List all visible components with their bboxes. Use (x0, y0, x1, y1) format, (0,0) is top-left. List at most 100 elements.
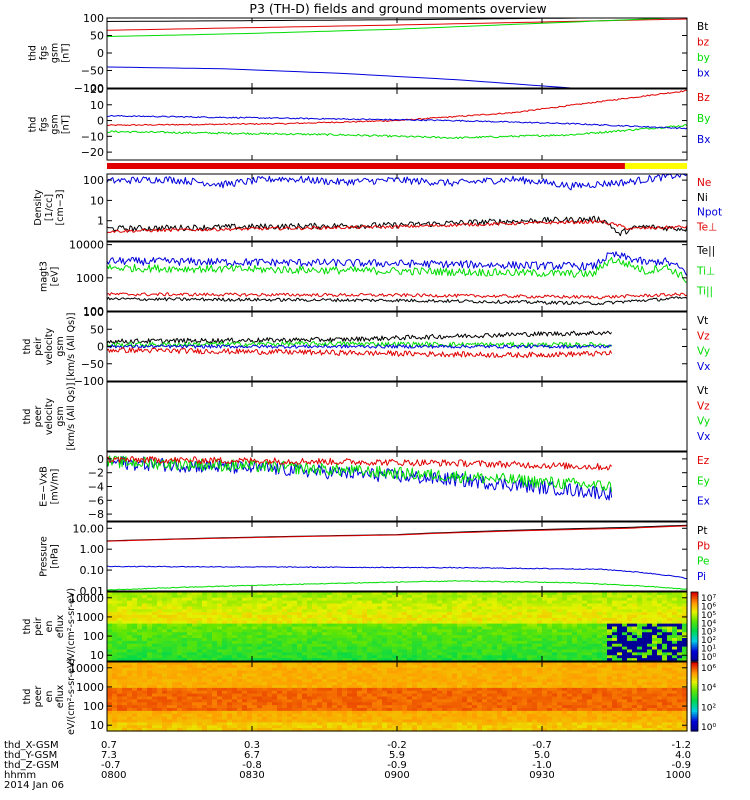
spectrogram-cell (362, 606, 368, 610)
spectrogram-cell (197, 725, 203, 729)
spectrogram-cell (112, 629, 118, 633)
spectrogram-cell (277, 679, 283, 683)
spectrogram-cell (242, 708, 248, 712)
spectrogram-cell (132, 719, 138, 723)
spectrogram-cell (117, 640, 123, 645)
spectrogram-cell (107, 640, 113, 645)
spectrogram-cell (487, 646, 493, 651)
spectrogram-cell (132, 716, 138, 721)
spectrogram-cell (292, 600, 298, 605)
spectrogram-cell (322, 623, 328, 628)
spectrogram-cell (307, 623, 313, 628)
spectrogram-cell (252, 643, 258, 648)
spectrogram-cell (437, 592, 443, 596)
spectrogram-cell (362, 658, 368, 662)
spectrogram-cell (322, 673, 328, 677)
spectrogram-cell (437, 690, 443, 695)
spectrogram-cell (232, 620, 238, 625)
spectrogram-cell (512, 612, 518, 616)
spectrogram-cell (222, 629, 228, 633)
y-tick-label: 100 (83, 306, 104, 319)
spectrogram-cell (302, 705, 308, 709)
spectrogram-cell (477, 652, 483, 656)
spectrogram-cell (432, 719, 438, 723)
spectrogram-cell (332, 662, 338, 666)
spectrogram-cell (517, 652, 523, 656)
spectrogram-cell (152, 664, 158, 669)
spectrogram-cell (357, 592, 363, 596)
spectrogram-cell (162, 609, 168, 613)
spectrogram-cell (442, 667, 448, 672)
spectrogram-cell (382, 638, 388, 642)
spectrogram-cell (587, 658, 593, 662)
spectrogram-cell (167, 597, 173, 602)
spectrogram-cell (292, 640, 298, 645)
spectrogram-cell (457, 676, 463, 680)
spectrogram-cell (567, 592, 573, 596)
spectrogram-cell (637, 612, 643, 616)
spectrogram-cell (392, 592, 398, 596)
spectrogram-cell (387, 643, 393, 648)
spectrogram-cell (197, 646, 203, 651)
spectrogram-cell (207, 638, 213, 642)
spectrogram-cell (327, 655, 333, 659)
spectrogram-cell (142, 685, 148, 689)
spectrogram-cell (147, 679, 153, 683)
spectrogram-cell (182, 708, 188, 712)
spectrogram-cell (562, 658, 568, 662)
spectrogram-cell (247, 594, 253, 599)
spectrogram-cell (202, 687, 208, 692)
spectrogram-cell (167, 603, 173, 607)
spectrogram-cell (437, 600, 443, 605)
spectrogram-cell (502, 623, 508, 628)
spectrogram-cell (262, 655, 268, 659)
spectrogram-cell (367, 615, 373, 619)
spectrogram-cell (677, 652, 683, 656)
spectrogram-cell (137, 632, 143, 636)
spectrogram-cell (127, 632, 133, 636)
spectrogram-cell (292, 725, 298, 729)
spectrogram-cell (202, 662, 208, 666)
spectrogram-cell (172, 719, 178, 723)
spectrogram-cell (202, 728, 208, 732)
spectrogram-cell (512, 640, 518, 645)
spectrogram-cell (137, 679, 143, 683)
spectrogram-cell (597, 652, 603, 656)
spectrogram-cell (247, 662, 253, 666)
spectrogram-cell (387, 662, 393, 666)
spectrogram-cell (282, 685, 288, 689)
spectrogram-cell (597, 592, 603, 596)
spectrogram-cell (392, 722, 398, 726)
spectrogram-cell (422, 658, 428, 662)
spectrogram-cell (267, 620, 273, 625)
spectrogram-cell (677, 592, 683, 596)
spectrogram-cell (342, 710, 348, 715)
spectrogram-cell (367, 649, 373, 653)
spectrogram-cell (487, 615, 493, 619)
spectrogram-cell (272, 643, 278, 648)
spectrogram-cell (117, 693, 123, 698)
spectrogram-cell (282, 667, 288, 672)
spectrogram-cell (572, 632, 578, 636)
spectrogram-cell (177, 687, 183, 692)
spectrogram-cell (422, 623, 428, 628)
spectrogram-cell (297, 725, 303, 729)
spectrogram-cell (497, 638, 503, 642)
spectrogram-cell (647, 643, 653, 648)
spectrogram-cell (147, 667, 153, 672)
spectrogram-cell (397, 646, 403, 651)
spectrogram-cell (517, 606, 523, 610)
spectrogram-cell (327, 629, 333, 633)
legend-Ey: Ey (697, 475, 710, 487)
spectrogram-cell (152, 629, 158, 633)
spectrogram-cell (302, 617, 308, 622)
spectrogram-cell (407, 612, 413, 616)
spectrogram-cell (232, 708, 238, 712)
spectrogram-cell (292, 710, 298, 715)
spectrogram-cell (417, 606, 423, 610)
spectrogram-cell (417, 620, 423, 625)
spectrogram-cell (372, 670, 378, 675)
spectrogram-cell (242, 652, 248, 656)
spectrogram-cell (202, 716, 208, 721)
y-axis-label: thd (22, 339, 33, 355)
